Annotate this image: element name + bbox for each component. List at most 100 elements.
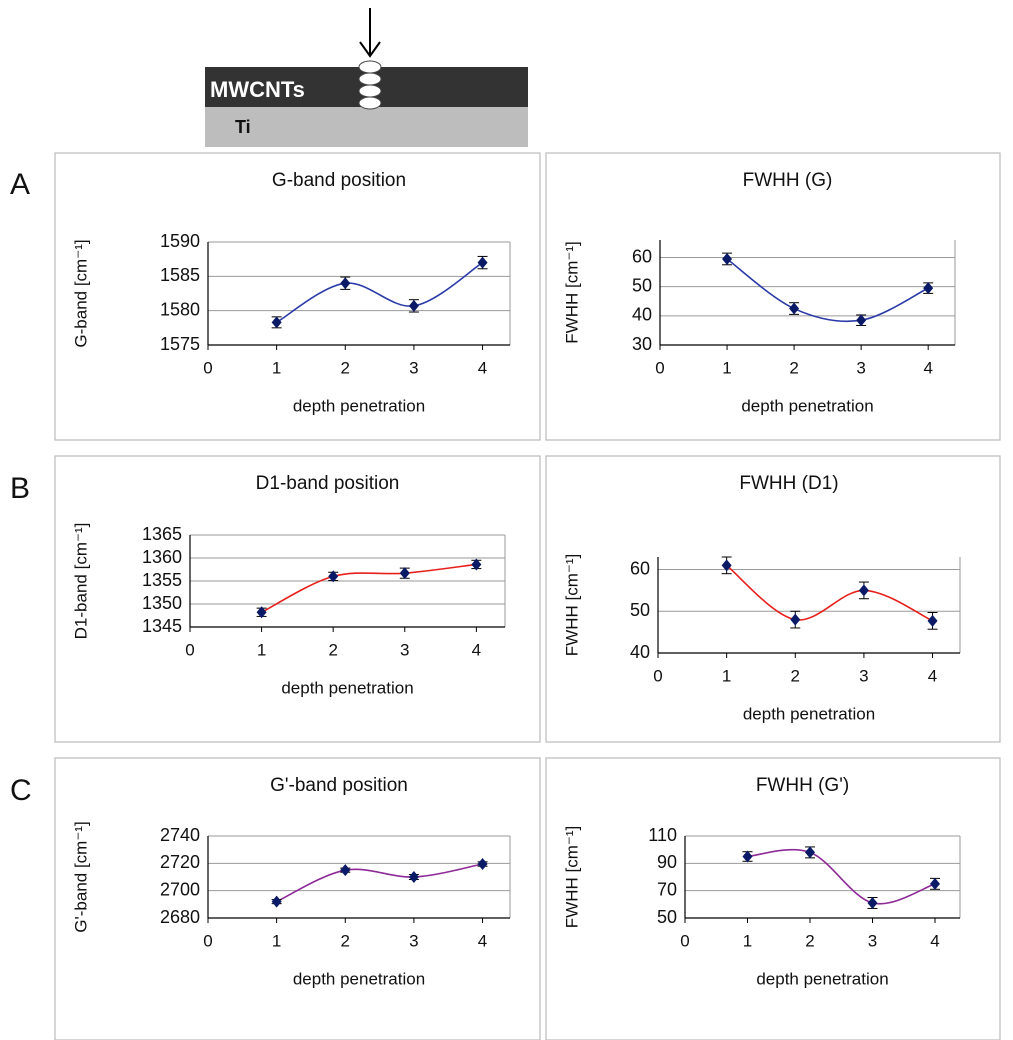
marker bbox=[742, 850, 753, 863]
panel-label: A bbox=[10, 168, 30, 201]
marker bbox=[477, 256, 488, 269]
x-tick-label: 4 bbox=[928, 666, 937, 685]
x-tick-label: 3 bbox=[868, 931, 877, 950]
marker bbox=[477, 858, 488, 871]
x-tick-label: 4 bbox=[923, 358, 932, 377]
y-tick-label: 2680 bbox=[160, 907, 200, 927]
marker bbox=[789, 302, 800, 315]
y-tick-label: 60 bbox=[630, 558, 650, 578]
y-tick-label: 1360 bbox=[142, 547, 182, 567]
x-tick-label: 0 bbox=[203, 358, 212, 377]
marker bbox=[721, 559, 732, 572]
marker bbox=[408, 871, 419, 883]
chart-title: G'-band position bbox=[270, 775, 408, 796]
data-line bbox=[276, 863, 483, 903]
y-tick-label: 70 bbox=[657, 879, 677, 899]
marker bbox=[930, 877, 940, 890]
x-tick-label: 1 bbox=[257, 640, 266, 659]
marker bbox=[927, 614, 938, 627]
marker bbox=[328, 570, 339, 583]
marker bbox=[923, 282, 934, 295]
chart-title: FWHH (D1) bbox=[739, 473, 838, 494]
x-tick-label: 4 bbox=[478, 931, 487, 950]
y-axis-label: FWHH [cm⁻¹] bbox=[562, 826, 581, 928]
marker bbox=[805, 846, 815, 859]
marker bbox=[722, 252, 733, 265]
y-tick-label: 1350 bbox=[142, 593, 182, 613]
y-tick-label: 50 bbox=[632, 275, 652, 295]
marker bbox=[271, 895, 282, 908]
y-tick-label: 1580 bbox=[160, 299, 200, 319]
y-tick-label: 1575 bbox=[160, 334, 200, 354]
ti-layer bbox=[205, 107, 528, 147]
chart-title: FWHH (G') bbox=[756, 775, 849, 796]
x-tick-label: 2 bbox=[791, 666, 800, 685]
x-axis-label: depth penetration bbox=[743, 704, 875, 723]
x-tick-label: 4 bbox=[478, 358, 487, 377]
chart-panel: G-band position 1575 1580 1585 1590 0 1 2 3 4 dept… bbox=[54, 152, 541, 441]
y-tick-label: 1590 bbox=[160, 231, 200, 251]
y-tick-label: 50 bbox=[630, 600, 650, 620]
chart-panel: FWHH (G) 30 40 50 60 0 1 2 3 4 depth penetration FW… bbox=[545, 152, 1001, 441]
y-tick-label: 2720 bbox=[160, 852, 200, 872]
y-tick-label: 90 bbox=[657, 852, 677, 872]
y-tick-label: 1345 bbox=[142, 616, 182, 636]
chart-title: FWHH (G) bbox=[743, 170, 833, 191]
panel-frame bbox=[54, 455, 541, 743]
chart-panel: G'-band position 2680 2700 2720 2740 0 1 2 3 4 dep… bbox=[54, 757, 541, 1040]
chart-panel: FWHH (D1) 40 50 60 0 1 2 3 4 depth penetration FWH… bbox=[545, 455, 1001, 743]
y-tick-label: 40 bbox=[632, 305, 652, 325]
panel-frame bbox=[54, 757, 541, 1040]
marker bbox=[858, 584, 869, 597]
data-line bbox=[276, 261, 483, 324]
x-tick-label: 0 bbox=[203, 931, 212, 950]
x-tick-label: 3 bbox=[856, 358, 865, 377]
x-tick-label: 4 bbox=[930, 931, 939, 950]
marker bbox=[340, 277, 351, 290]
probe-spot bbox=[358, 72, 382, 86]
x-tick-label: 0 bbox=[680, 931, 689, 950]
marker bbox=[271, 316, 282, 329]
panel-frame bbox=[545, 757, 1001, 1040]
y-axis-label: G-band [cm⁻¹] bbox=[71, 239, 90, 347]
y-tick-label: 60 bbox=[632, 246, 652, 266]
panel-frame bbox=[54, 152, 541, 441]
x-tick-label: 2 bbox=[789, 358, 798, 377]
x-tick-label: 1 bbox=[272, 358, 281, 377]
y-tick-label: 1585 bbox=[160, 265, 200, 285]
chart-title: D1-band position bbox=[256, 473, 400, 494]
x-axis-label: depth penetration bbox=[293, 396, 425, 415]
chart-panel: FWHH (G') 50 70 90 110 0 1 2 3 4 depth penetration… bbox=[545, 757, 1001, 1040]
y-tick-label: 2700 bbox=[160, 879, 200, 899]
marker bbox=[340, 864, 351, 877]
data-line bbox=[726, 564, 933, 622]
x-tick-label: 3 bbox=[409, 358, 418, 377]
x-axis-label: depth penetration bbox=[756, 969, 888, 988]
x-tick-label: 0 bbox=[653, 666, 662, 685]
data-line bbox=[747, 848, 936, 905]
x-tick-label: 2 bbox=[341, 358, 350, 377]
y-axis-label: FWHH [cm⁻¹] bbox=[562, 241, 581, 343]
x-tick-label: 1 bbox=[722, 666, 731, 685]
layer-diagram: MWCNTs Ti bbox=[205, 8, 528, 147]
y-tick-label: 110 bbox=[648, 825, 677, 845]
marker bbox=[867, 896, 878, 909]
marker bbox=[856, 314, 867, 327]
x-tick-label: 1 bbox=[272, 931, 281, 950]
x-tick-label: 0 bbox=[655, 358, 664, 377]
y-tick-label: 2740 bbox=[160, 825, 200, 845]
probe-spot bbox=[358, 96, 382, 110]
x-tick-label: 3 bbox=[409, 931, 418, 950]
layer-label: Ti bbox=[235, 117, 251, 137]
marker bbox=[399, 567, 410, 580]
x-tick-label: 0 bbox=[185, 640, 194, 659]
panel-frame bbox=[545, 152, 1001, 441]
y-tick-label: 1365 bbox=[142, 524, 182, 544]
y-tick-label: 1355 bbox=[142, 570, 182, 590]
panel-frame bbox=[545, 455, 1001, 743]
y-axis-label: FWHH [cm⁻¹] bbox=[562, 554, 581, 656]
marker bbox=[256, 606, 267, 619]
x-tick-label: 2 bbox=[328, 640, 337, 659]
marker bbox=[790, 613, 801, 626]
